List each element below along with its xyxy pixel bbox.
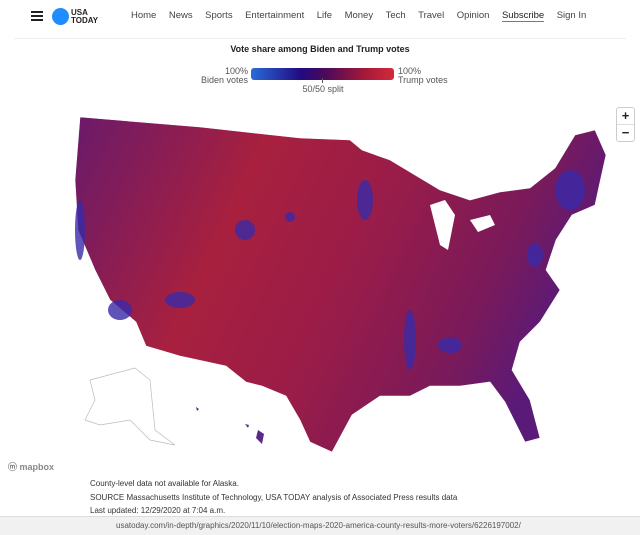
mapbox-text: mapbox <box>19 462 55 472</box>
nav-links: Home News Sports Entertainment Life Mone… <box>131 10 599 22</box>
status-url: usatoday.com/in-depth/graphics/2020/11/1… <box>116 521 521 530</box>
nav-opinion[interactable]: Opinion <box>456 10 490 21</box>
biden-label: Biden votes <box>200 75 248 85</box>
subscribe-link[interactable]: Subscribe <box>501 10 545 22</box>
nav-entertainment[interactable]: Entertainment <box>245 10 305 21</box>
nav-news[interactable]: News <box>168 10 193 21</box>
legend-color-scale <box>251 68 394 80</box>
map-notes: County-level data not available for Alas… <box>90 477 457 518</box>
alaska-note: County-level data not available for Alas… <box>90 479 239 488</box>
biden-counties <box>75 170 585 370</box>
zoom-out-button[interactable]: − <box>617 124 634 141</box>
menu-icon[interactable] <box>31 11 43 21</box>
source-note: SOURCE Massachusetts Institute of Techno… <box>90 492 458 502</box>
alaska-outline <box>84 367 176 446</box>
last-updated: Last updated: 12/29/2020 at 7:04 a.m. <box>90 506 226 515</box>
zoom-in-button[interactable]: + <box>621 108 630 123</box>
trump-pct: 100% <box>398 66 422 76</box>
legend-title: Vote share among Biden and Trump votes <box>230 44 410 54</box>
nav-home[interactable]: Home <box>131 10 157 21</box>
nav-tech[interactable]: Tech <box>385 10 406 21</box>
top-nav: USA TODAY Home News Sports Entertainment … <box>0 0 640 32</box>
trump-label: Trump votes <box>398 75 448 85</box>
hawaii <box>196 407 264 444</box>
legend-biden: 100% Biden votes <box>190 67 248 85</box>
divider <box>14 38 626 39</box>
legend-trump: 100% Trump votes <box>398 67 448 85</box>
contiguous-us[interactable] <box>74 116 607 453</box>
nav-travel[interactable]: Travel <box>418 10 445 21</box>
great-lakes <box>430 200 495 250</box>
nav-sports[interactable]: Sports <box>205 10 233 21</box>
biden-pct: 100% <box>224 66 248 76</box>
county-map[interactable] <box>0 100 640 460</box>
logo-text[interactable]: USA TODAY <box>71 9 98 25</box>
mapbox-attribution[interactable]: ⓜ mapbox <box>8 462 55 472</box>
legend-mid-label: 50/50 split <box>302 84 344 94</box>
logo-icon[interactable] <box>52 8 69 25</box>
sign-in-link[interactable]: Sign In <box>556 10 587 21</box>
zoom-control: + − <box>616 107 635 142</box>
logo-line2: TODAY <box>71 16 99 25</box>
nav-life[interactable]: Life <box>316 10 333 21</box>
nav-money[interactable]: Money <box>344 10 374 21</box>
logo-line1: USA <box>71 8 88 17</box>
status-bar: usatoday.com/in-depth/graphics/2020/11/1… <box>0 516 640 535</box>
legend-mid-tick <box>322 78 323 83</box>
